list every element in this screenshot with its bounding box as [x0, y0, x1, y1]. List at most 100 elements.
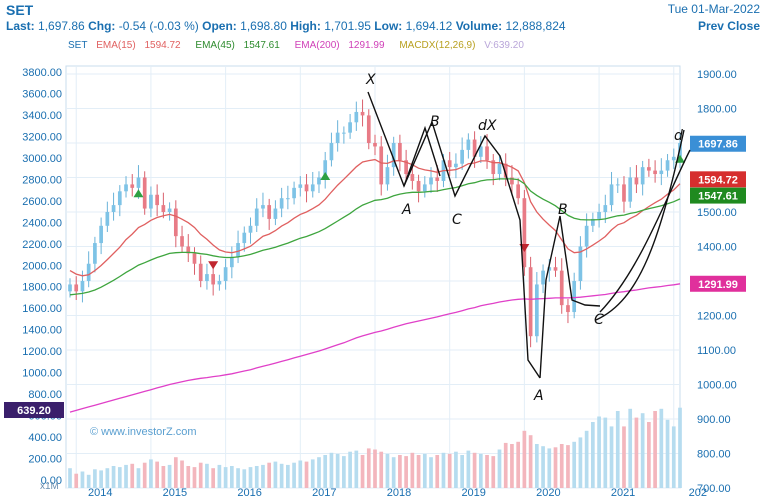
volume-bar	[671, 426, 676, 488]
legend-macdx[interactable]: MACDX(12,26,9)	[399, 40, 476, 51]
x-axis-tick: 2019	[461, 487, 485, 499]
candle-body	[286, 198, 290, 200]
last-value: 1,697.86	[38, 19, 85, 33]
candle-body	[236, 243, 240, 257]
volume-bar	[254, 466, 259, 488]
buy-signal-marker	[133, 189, 144, 198]
volume-bar	[335, 453, 340, 488]
candle-body	[547, 267, 552, 271]
legend-ema15[interactable]: EMA(15) 1594.72	[96, 40, 186, 51]
volume-bar	[634, 417, 639, 488]
chg-label: Chg:	[88, 19, 116, 33]
candle-body	[671, 156, 676, 161]
volume-bar	[416, 455, 421, 488]
candle-body	[86, 263, 91, 281]
x-axis-tick: 2014	[88, 487, 112, 499]
left-axis-tick: 0.00	[41, 475, 62, 487]
candle-body	[292, 187, 296, 199]
candle-body	[597, 212, 601, 219]
chart-axes: 3800.00 3600.00 3400.00 3200.00 3000.00 2800.…	[22, 67, 737, 499]
candle-body	[130, 184, 135, 188]
volume-bar	[304, 461, 309, 488]
legend-ema45[interactable]: EMA(45) 1547.61	[195, 40, 285, 51]
annotation-label: A	[533, 388, 544, 404]
candle-body	[248, 225, 253, 233]
candle-body	[460, 149, 464, 164]
volume-bar	[248, 467, 253, 488]
candle-body	[466, 139, 471, 150]
candle-body	[149, 194, 153, 209]
ema45-badge-bg	[690, 187, 746, 204]
candle-body	[559, 270, 564, 306]
volume-bar	[273, 461, 278, 488]
candle-body	[534, 284, 539, 337]
candle-body	[329, 143, 334, 161]
candle-body	[398, 143, 402, 161]
hand-drawn-pattern-line	[367, 91, 541, 379]
candle-body	[93, 243, 97, 264]
volume-bar	[205, 463, 209, 488]
candle-body	[491, 160, 496, 175]
last-price-badge: 1697.86	[698, 139, 738, 151]
left-axis-tick: 800.00	[28, 389, 62, 401]
ema-line-15	[69, 158, 681, 277]
volume-value: 12,888,824	[505, 19, 566, 33]
right-axis-tick: 1900.00	[697, 69, 737, 81]
volume-bar	[198, 462, 203, 488]
volume-bar	[130, 463, 135, 488]
candle-body	[304, 184, 309, 192]
candle-body	[155, 194, 159, 206]
candle-body	[615, 184, 620, 186]
open-value: 1,698.80	[240, 19, 287, 33]
candle-body	[298, 184, 303, 188]
left-axis-tick: 3400.00	[22, 110, 62, 122]
candle-body	[622, 184, 626, 202]
candle-body	[379, 146, 384, 185]
volume-bar	[167, 464, 172, 488]
legend-ema45-label: EMA(45)	[195, 40, 235, 51]
volume-bar	[404, 456, 408, 488]
high-label: High:	[290, 19, 321, 33]
volume-bar	[342, 456, 346, 488]
prev-close-toggle[interactable]: Prev Close	[697, 19, 760, 33]
candle-body	[80, 281, 85, 292]
candle-body	[659, 170, 664, 175]
volume-bar	[622, 426, 626, 488]
hand-drawn-channel	[599, 149, 691, 313]
candle-body	[510, 177, 514, 185]
candle-body	[229, 256, 234, 268]
legend-ema200[interactable]: EMA(200) 1291.99	[295, 40, 391, 51]
right-axis-tick: 900.00	[697, 414, 731, 426]
candle-body	[279, 198, 284, 209]
candle-body	[454, 163, 458, 168]
volume-bar	[267, 462, 272, 488]
candle-body	[192, 253, 197, 264]
candle-body	[522, 198, 527, 268]
candle-body	[74, 284, 79, 292]
volume-bar	[441, 452, 446, 488]
candle-body	[472, 139, 477, 157]
legend-volume[interactable]: V:639.20	[484, 40, 524, 51]
candle-body	[591, 218, 595, 226]
quote-date: Tue 01-Mar-2022	[667, 2, 760, 16]
volume-bar	[310, 459, 315, 488]
candle-body	[516, 184, 521, 199]
x-axis-tick: 2018	[387, 487, 411, 499]
candle-body	[422, 184, 427, 192]
volume-bar	[223, 467, 228, 488]
left-axis-tick: 3000.00	[22, 153, 62, 165]
volume-bar	[74, 473, 79, 488]
candle-body	[503, 163, 508, 178]
left-axis-tick: 3800.00	[22, 67, 62, 79]
candle-body	[410, 174, 415, 181]
right-axis-tick: 1200.00	[697, 311, 737, 323]
volume-bars	[68, 407, 682, 488]
volume-bar	[597, 416, 601, 488]
candle-body	[161, 205, 166, 212]
volume-bar	[640, 413, 645, 488]
candle-body	[323, 160, 328, 178]
x-axis-tick: 2015	[163, 487, 187, 499]
legend-ema15-value: 1594.72	[144, 40, 181, 51]
quote-line: Last: 1,697.86 Chg: -0.54 (-0.03 %) Open…	[6, 19, 566, 33]
